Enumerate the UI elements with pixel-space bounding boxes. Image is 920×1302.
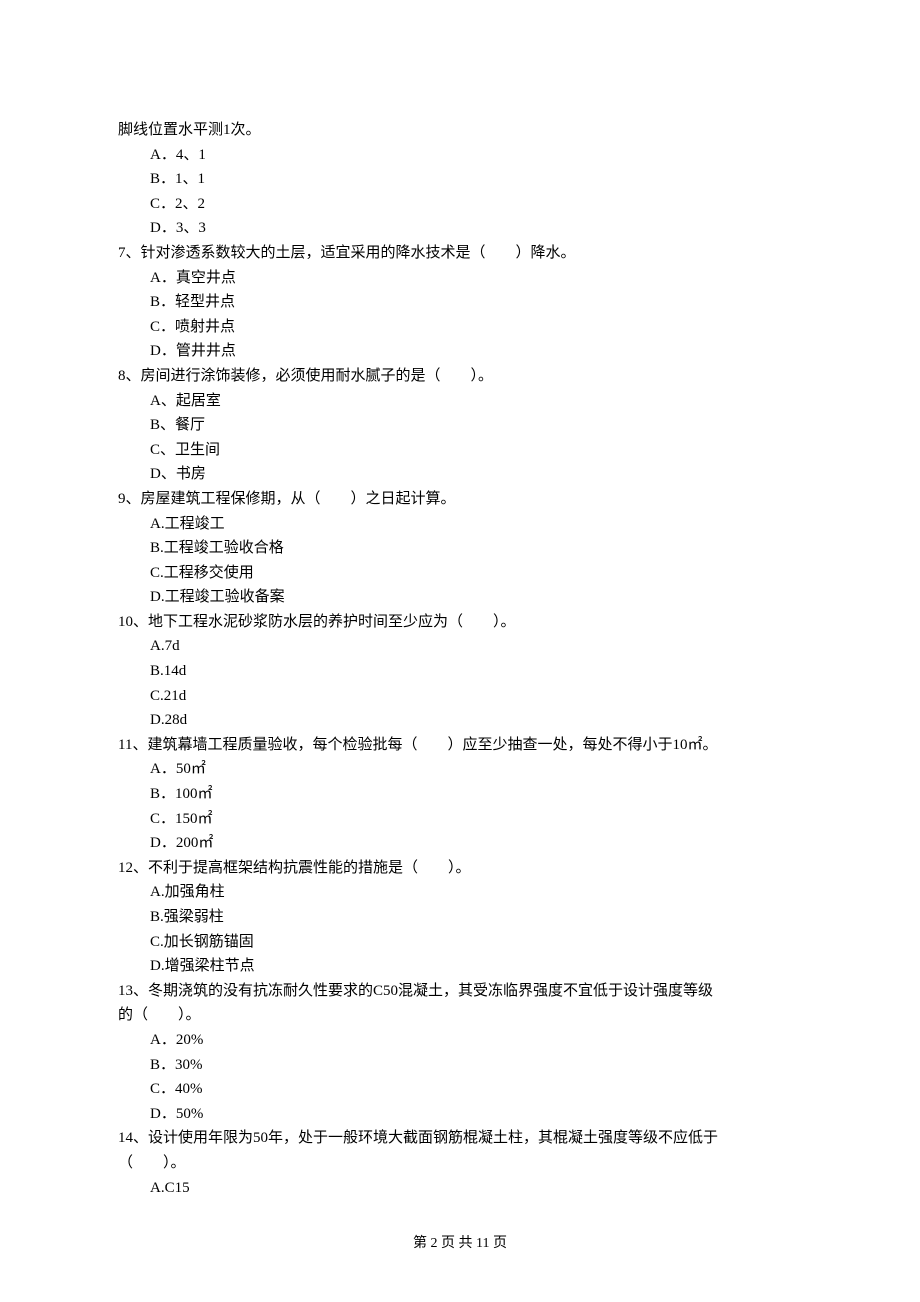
- question-stem: 11、建筑幕墙工程质量验收，每个检验批每（ ）应至少抽查一处，每处不得小于10㎡…: [118, 733, 802, 758]
- option: D．200㎡: [118, 831, 802, 856]
- option: A、起居室: [118, 389, 802, 414]
- option: D．50%: [118, 1102, 802, 1127]
- option: C．喷射井点: [118, 315, 802, 340]
- option: C．2、2: [118, 192, 802, 217]
- option: A．20%: [118, 1028, 802, 1053]
- option: B.14d: [118, 659, 802, 684]
- option: B．100㎡: [118, 782, 802, 807]
- option: A.7d: [118, 634, 802, 659]
- option: A．真空井点: [118, 266, 802, 291]
- option: B．30%: [118, 1053, 802, 1078]
- question-stem-line: 14、设计使用年限为50年，处于一般环境大截面钢筋棍凝土柱，其棍凝土强度等级不应…: [118, 1126, 802, 1151]
- question-stem-line: （ ）。: [118, 1151, 802, 1176]
- option: A．4、1: [118, 143, 802, 168]
- document-body: 脚线位置水平测1次。 A．4、1 B．1、1 C．2、2 D．3、3 7、针对渗…: [118, 118, 802, 1200]
- option: A.C15: [118, 1176, 802, 1201]
- option: B、餐厅: [118, 413, 802, 438]
- question-stem: 10、地下工程水泥砂浆防水层的养护时间至少应为（ ）。: [118, 610, 802, 635]
- question-stem: 9、房屋建筑工程保修期，从（ ）之日起计算。: [118, 487, 802, 512]
- option: C．150㎡: [118, 807, 802, 832]
- option: C.21d: [118, 684, 802, 709]
- option: B．1、1: [118, 167, 802, 192]
- question-stem: 7、针对渗透系数较大的土层，适宜采用的降水技术是（ ）降水。: [118, 241, 802, 266]
- option: A.加强角柱: [118, 880, 802, 905]
- option: D.28d: [118, 708, 802, 733]
- page: 脚线位置水平测1次。 A．4、1 B．1、1 C．2、2 D．3、3 7、针对渗…: [0, 0, 920, 1302]
- option: C、卫生间: [118, 438, 802, 463]
- page-footer: 第 2 页 共 11 页: [0, 1232, 920, 1252]
- option: D、书房: [118, 462, 802, 487]
- option: C．40%: [118, 1077, 802, 1102]
- option: C.加长钢筋锚固: [118, 930, 802, 955]
- question-stem-line: 的（ ）。: [118, 1003, 802, 1028]
- option: D.增强梁柱节点: [118, 954, 802, 979]
- option: B.强梁弱柱: [118, 905, 802, 930]
- question-stem: 12、不利于提高框架结构抗震性能的措施是（ ）。: [118, 856, 802, 881]
- option: D．管井井点: [118, 339, 802, 364]
- option: B．轻型井点: [118, 290, 802, 315]
- option: C.工程移交使用: [118, 561, 802, 586]
- option: A.工程竣工: [118, 512, 802, 537]
- continuation-line: 脚线位置水平测1次。: [118, 118, 802, 143]
- option: A．50㎡: [118, 757, 802, 782]
- question-stem-line: 13、冬期浇筑的没有抗冻耐久性要求的C50混凝土，其受冻临界强度不宜低于设计强度…: [118, 979, 802, 1004]
- option: D.工程竣工验收备案: [118, 585, 802, 610]
- option: D．3、3: [118, 216, 802, 241]
- option: B.工程竣工验收合格: [118, 536, 802, 561]
- question-stem: 8、房间进行涂饰装修，必须使用耐水腻子的是（ ）。: [118, 364, 802, 389]
